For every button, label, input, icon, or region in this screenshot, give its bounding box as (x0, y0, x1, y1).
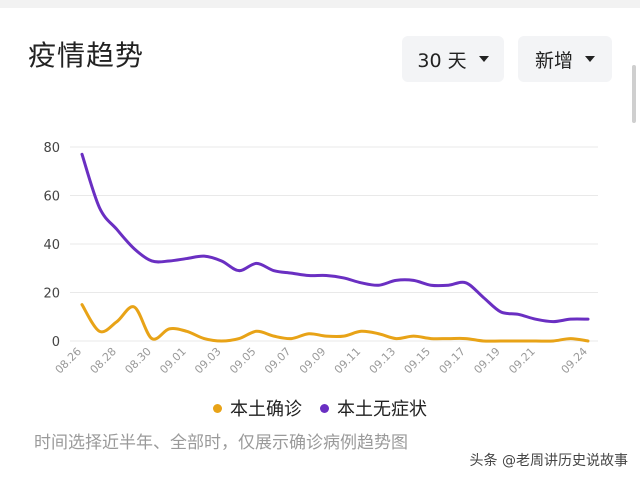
y-tick-label: 0 (52, 335, 60, 350)
footnote: 时间选择近半年、全部时，仅展示确诊病例趋势图 (34, 433, 408, 453)
top-strip (0, 0, 640, 8)
legend-item-local-confirmed[interactable]: 本土确诊 (213, 395, 302, 421)
y-tick-label: 20 (43, 287, 60, 302)
metric-label: 新增 (534, 49, 573, 72)
x-tick-label: 09.11 (332, 345, 363, 376)
page-title: 疫情趋势 (28, 39, 145, 72)
x-tick-label: 08.28 (88, 345, 119, 376)
x-tick-label: 09.15 (402, 345, 433, 376)
grid-layer (70, 146, 598, 342)
watermark: 头条 @老周讲历史说故事 (469, 453, 628, 469)
legend-dot-icon (320, 403, 329, 413)
caret-down-icon (585, 56, 595, 62)
series-line-0 (80, 303, 590, 343)
series-layer (80, 152, 590, 343)
legend-label: 本土确诊 (230, 399, 302, 420)
x-tick-label: 09.19 (471, 345, 502, 376)
legend-item-local-asymptomatic[interactable]: 本土无症状 (320, 395, 427, 421)
scrollbar[interactable] (632, 65, 636, 123)
metric-dropdown[interactable]: 新增 (518, 36, 612, 82)
chart-legend: 本土确诊 本土无症状 (0, 395, 640, 421)
legend-dot-icon (213, 403, 222, 413)
x-tick-label: 09.24 (559, 345, 590, 376)
series-line-1 (80, 152, 590, 324)
x-tick-label: 09.07 (262, 345, 293, 376)
x-tick-label: 09.03 (192, 345, 223, 376)
x-tick-label: 09.21 (506, 345, 537, 376)
x-tick-label: 09.09 (297, 345, 328, 376)
y-tick-label: 40 (43, 238, 60, 253)
time-range-dropdown[interactable]: 30 天 (402, 36, 504, 82)
x-tick-label: 09.17 (437, 345, 468, 376)
y-tick-label: 60 (43, 190, 60, 205)
caret-down-icon (478, 56, 489, 62)
x-tick-label: 09.01 (157, 345, 188, 376)
x-tick-label: 09.05 (227, 345, 258, 376)
x-tick-label: 08.30 (122, 345, 153, 376)
x-tick-label: 09.13 (367, 345, 398, 376)
legend-label: 本土无症状 (337, 399, 427, 420)
time-range-label: 30 天 (417, 49, 467, 72)
y-tick-label: 80 (43, 141, 60, 156)
